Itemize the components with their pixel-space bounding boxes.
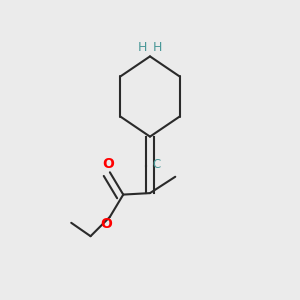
Text: H: H	[138, 41, 147, 54]
Text: O: O	[103, 157, 114, 171]
Text: C: C	[152, 158, 161, 171]
Text: H: H	[153, 41, 162, 54]
Text: O: O	[100, 217, 112, 231]
